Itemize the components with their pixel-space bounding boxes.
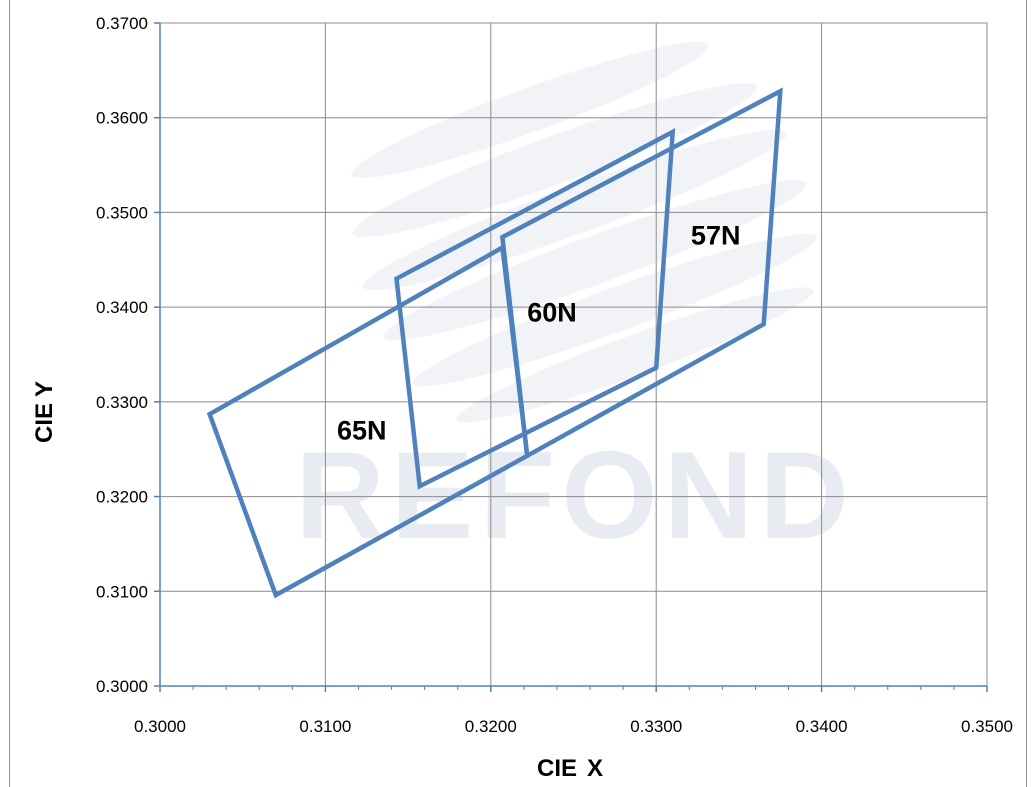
x-axis-title: CIE X [537,755,603,782]
y-tick-label: 0.3600 [96,109,148,128]
y-tick-label: 0.3200 [96,488,148,507]
region-labels: 65N 60N 57N [337,221,740,446]
y-tick-label: 0.3400 [96,298,148,317]
cie-chart: REFOND 0.3000 0.3100 0.3200 0.3300 0.3400 0.3… [31,14,1013,782]
tick-labels: 0.3000 0.3100 0.3200 0.3300 0.3400 0.3500 0.30… [96,14,1013,736]
x-tick-label: 0.3300 [630,717,682,736]
bin-65n-label: 65N [337,416,387,446]
y-axis-title: CIEY [31,381,58,443]
watermark-text: REFOND [295,427,855,565]
watermark-swooshes [351,41,818,423]
bin-57n-outline [499,87,783,460]
series-group [206,87,783,599]
y-tick-label: 0.3300 [96,393,148,412]
x-tick-label: 0.3500 [961,717,1013,736]
y-tick-label: 0.3700 [96,14,148,33]
gridlines [160,22,988,686]
bin-57n-label: 57N [691,221,741,251]
chart-frame: REFOND 0.3000 0.3100 0.3200 0.3300 0.3400 0.3… [9,0,1027,787]
x-tick-label: 0.3400 [796,717,848,736]
x-tick-label: 0.3200 [465,717,517,736]
x-tick-label: 0.3000 [134,717,186,736]
x-tick-label: 0.3100 [299,717,351,736]
y-tick-label: 0.3500 [96,203,148,222]
axes [154,22,988,692]
watermark: REFOND [295,41,855,565]
y-tick-label: 0.3100 [96,582,148,601]
bin-60n-label: 60N [527,297,577,327]
bin-60n-outline [394,128,676,490]
y-tick-label: 0.3000 [96,677,148,696]
